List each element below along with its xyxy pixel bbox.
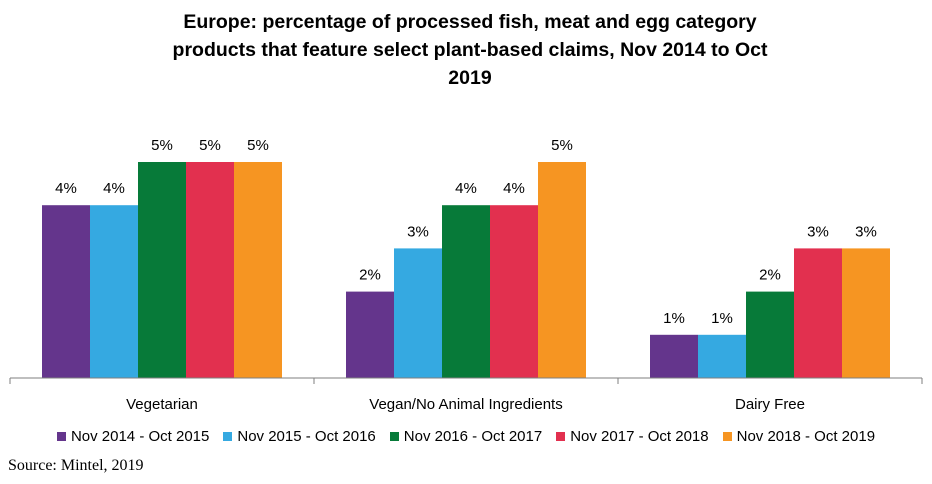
bar [90, 205, 138, 378]
data-label: 4% [103, 180, 125, 197]
source-note: Source: Mintel, 2019 [8, 457, 144, 474]
data-label: 2% [359, 267, 381, 284]
legend-item: Nov 2014 - Oct 2015 [56, 428, 210, 445]
legend-label: Nov 2017 - Oct 2018 [570, 428, 709, 445]
bar [794, 248, 842, 378]
legend-label: Nov 2016 - Oct 2017 [403, 428, 543, 445]
bar [346, 291, 394, 378]
bar [490, 205, 538, 378]
x-tick-label: Vegan/No Animal Ingredients [369, 396, 562, 413]
legend-swatch [722, 432, 732, 441]
bar [138, 162, 186, 378]
bar [538, 162, 586, 378]
data-label: 4% [503, 180, 525, 197]
data-label: 5% [151, 137, 173, 154]
bar [186, 162, 234, 378]
data-label: 2% [759, 267, 781, 284]
bar [42, 205, 90, 378]
legend: Nov 2014 - Oct 2015 Nov 2015 - Oct 2016 … [0, 428, 932, 445]
legend-label: Nov 2014 - Oct 2015 [70, 428, 210, 445]
legend-swatch [556, 432, 566, 441]
data-label: 3% [807, 223, 829, 240]
legend-label: Nov 2015 - Oct 2016 [237, 428, 376, 445]
legend-swatch [56, 432, 66, 441]
bar [650, 334, 698, 378]
x-tick-label: Vegetarian [126, 396, 198, 413]
data-label: 3% [407, 223, 429, 240]
chart-title-line-3: 2019 [448, 67, 492, 89]
bar [442, 205, 490, 378]
data-label: 1% [711, 310, 733, 327]
legend-item: Nov 2018 - Oct 2019 [722, 428, 876, 445]
legend-item: Nov 2017 - Oct 2018 [556, 428, 709, 445]
bar [394, 248, 442, 378]
data-label: 5% [551, 137, 573, 154]
legend-label: Nov 2018 - Oct 2019 [736, 428, 876, 445]
legend-swatch [389, 432, 399, 441]
data-label: 3% [855, 223, 877, 240]
chart-title-line-2: products that feature select plant-based… [172, 39, 768, 61]
data-label: 5% [199, 137, 221, 154]
bar [842, 248, 890, 378]
bar-chart: 4% 4% 5% 5% 5% Vegetarian 2% 3% 4% 4% 5% Vegan/No A… [9, 137, 923, 413]
bar [234, 162, 282, 378]
data-label: 5% [247, 137, 269, 154]
data-label: 4% [455, 180, 477, 197]
bar [746, 291, 794, 378]
bar [698, 334, 746, 378]
legend-item: Nov 2015 - Oct 2016 [223, 428, 376, 445]
legend-swatch [223, 432, 233, 441]
x-tick-label: Dairy Free [735, 396, 805, 413]
chart-title-line-1: Europe: percentage of processed fish, me… [183, 11, 757, 33]
chart-title: Europe: percentage of processed fish, me… [90, 8, 850, 92]
legend-item: Nov 2016 - Oct 2017 [389, 428, 543, 445]
data-label: 4% [55, 180, 77, 197]
data-label: 1% [663, 310, 685, 327]
